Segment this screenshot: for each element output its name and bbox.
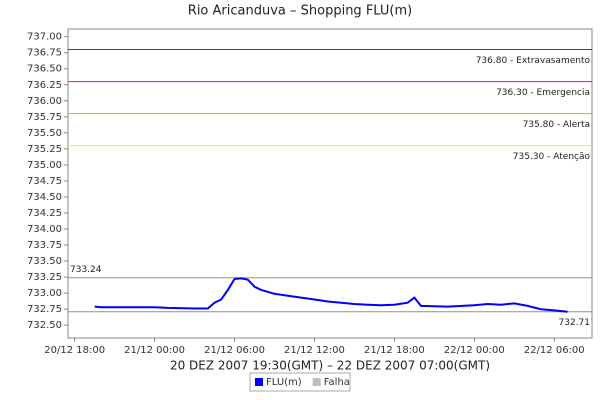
y-tick-label: 733.50 <box>27 256 62 267</box>
threshold-label: 735.80 - Alerta <box>523 120 590 130</box>
y-tick-label: 733.25 <box>27 272 62 283</box>
y-tick-label: 734.00 <box>27 224 62 235</box>
legend-box <box>249 372 351 392</box>
y-tick-label: 734.25 <box>27 208 62 219</box>
threshold-label: 735.30 - Atenção <box>513 152 591 162</box>
chart-title: Rio Aricanduva – Shopping FLU(m) <box>188 4 412 19</box>
x-tick-label: 21/12 18:00 <box>364 345 425 356</box>
y-tick-label: 737.00 <box>27 32 62 43</box>
y-tick-label: 732.50 <box>27 320 62 331</box>
y-tick-label: 736.00 <box>27 96 62 107</box>
y-tick-label: 733.75 <box>27 240 62 251</box>
y-tick-label: 734.50 <box>27 192 62 203</box>
y-tick-label: 736.25 <box>27 80 62 91</box>
y-tick-label: 735.50 <box>27 128 62 139</box>
data-line <box>94 277 568 313</box>
threshold-label: 736.30 - Emergencia <box>496 88 590 98</box>
x-tick-label: 21/12 06:00 <box>204 345 265 356</box>
y-tick-label: 733.00 <box>27 288 62 299</box>
threshold-label: 733.24 <box>70 265 102 275</box>
y-tick-label: 735.00 <box>27 160 62 171</box>
x-tick-label: 22/12 06:00 <box>524 345 585 356</box>
legend-swatch <box>255 378 263 386</box>
y-tick-label: 735.25 <box>27 144 62 155</box>
y-tick-label: 736.50 <box>27 64 62 75</box>
y-tick-label: 735.75 <box>27 112 62 123</box>
threshold-label: 736.80 - Extravasamento <box>476 56 591 66</box>
plot-area <box>67 28 593 339</box>
x-tick-label: 21/12 00:00 <box>124 345 185 356</box>
y-tick-label: 732.75 <box>27 304 62 315</box>
legend-label: FLU(m) <box>266 377 302 388</box>
threshold-label: 732.71 <box>559 318 591 328</box>
y-tick-label: 736.75 <box>27 48 62 59</box>
legend-label: Falha <box>324 377 350 388</box>
x-tick-label: 22/12 00:00 <box>444 345 505 356</box>
legend-swatch <box>312 378 321 386</box>
y-tick-label: 734.75 <box>27 176 62 187</box>
x-tick-label: 21/12 12:00 <box>284 345 345 356</box>
x-tick-label: 20/12 18:00 <box>44 345 105 356</box>
x-axis-label: 20 DEZ 2007 19:30(GMT) – 22 DEZ 2007 07:… <box>170 359 490 373</box>
